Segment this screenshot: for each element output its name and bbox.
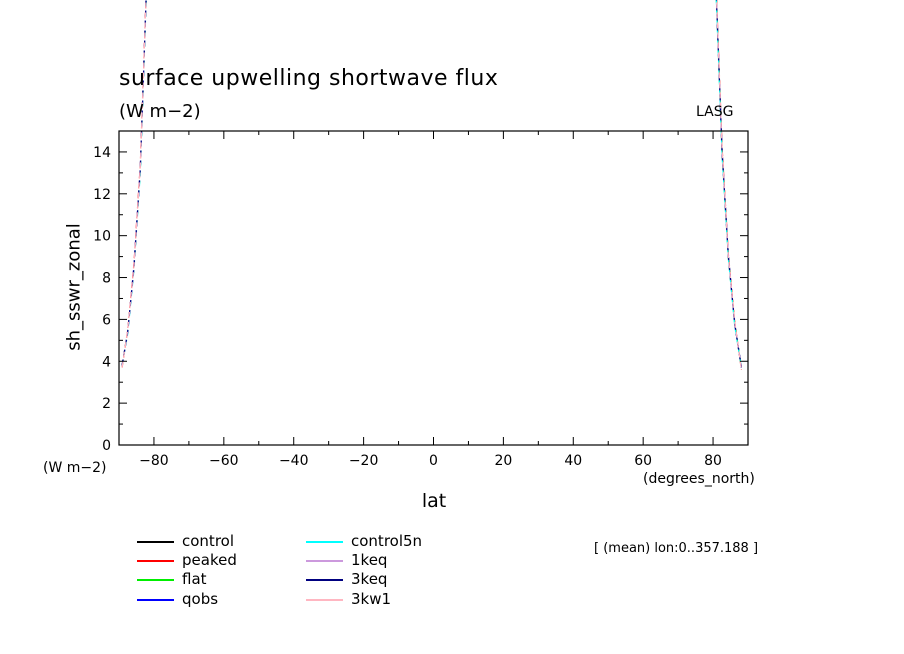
x-tick-label: −80 — [139, 453, 169, 469]
legend-label: peaked — [182, 551, 237, 569]
series-line-1keq-nh — [715, 0, 742, 368]
chart-title: surface upwelling shortwave flux — [119, 66, 499, 91]
x-tick-label: −60 — [209, 453, 239, 469]
x-axis-label: lat — [421, 490, 447, 512]
x-tick-label: 60 — [634, 453, 652, 469]
x-tick-label: −40 — [279, 453, 309, 469]
mean-annotation: [ (mean) lon:0..357.188 ] — [594, 541, 759, 556]
y-tick-label: 12 — [93, 187, 111, 203]
series-line-control5n-sh — [121, 0, 147, 366]
legend-swatch — [137, 599, 174, 601]
legend-swatch — [137, 579, 174, 581]
legend-swatch — [137, 541, 174, 543]
legend-label: flat — [182, 570, 207, 588]
legend-swatch — [306, 560, 343, 562]
legend-label: control — [182, 532, 234, 550]
plot-frame — [118, 130, 749, 446]
y-tick-label: 0 — [102, 438, 111, 454]
x-tick-label: 0 — [429, 453, 438, 469]
series-line-3keq-nh — [715, 0, 742, 368]
x-tick-label: 40 — [564, 453, 582, 469]
legend-label: 3keq — [351, 570, 388, 588]
series-line-qobs-nh — [715, 0, 742, 368]
y-tick-label: 6 — [102, 312, 111, 328]
chart-units: (W m−2) — [119, 101, 201, 122]
y-axis-units: (W m−2) — [43, 460, 107, 476]
legend-swatch — [306, 541, 343, 543]
legend-swatch — [306, 599, 343, 601]
legend-swatch — [306, 579, 343, 581]
x-tick-label: 20 — [494, 453, 512, 469]
series-line-peaked-sh — [121, 0, 147, 368]
y-tick-label: 4 — [102, 354, 111, 370]
x-tick-label: 80 — [704, 453, 722, 469]
x-axis-units: (degrees_north) — [643, 471, 755, 487]
series-line-1keq-sh — [121, 0, 147, 366]
series-layer — [121, 0, 742, 370]
y-tick-label: 2 — [102, 396, 111, 412]
legend-label: control5n — [351, 532, 423, 550]
series-line-3kw1-sh — [121, 0, 147, 368]
series-line-flat-sh — [121, 0, 147, 366]
y-tick-label: 10 — [93, 229, 111, 245]
series-line-3kw1-nh — [715, 0, 742, 370]
series-line-control5n-nh — [715, 0, 742, 368]
y-axis-label: sh_sswr_zonal — [63, 223, 85, 351]
lasg-tag: LASG — [696, 104, 734, 120]
series-line-control-nh — [715, 0, 742, 368]
series-line-control-sh — [121, 0, 147, 366]
legend-swatch — [137, 560, 174, 562]
series-line-flat-nh — [715, 0, 742, 368]
series-line-peaked-nh — [716, 0, 742, 370]
x-tick-label: −20 — [349, 453, 379, 469]
y-tick-label: 14 — [93, 145, 111, 161]
legend-label: qobs — [182, 590, 219, 608]
ticks-layer: −80 −60 −40 −20 0 20 40 60 80 0 2 4 6 8 10 12 14 — [93, 131, 749, 469]
series-line-qobs-sh — [121, 0, 147, 366]
legend-label: 3kw1 — [351, 590, 392, 608]
legend-label: 1keq — [351, 551, 388, 569]
y-tick-label: 8 — [102, 271, 111, 287]
series-line-3keq-sh — [121, 0, 147, 366]
